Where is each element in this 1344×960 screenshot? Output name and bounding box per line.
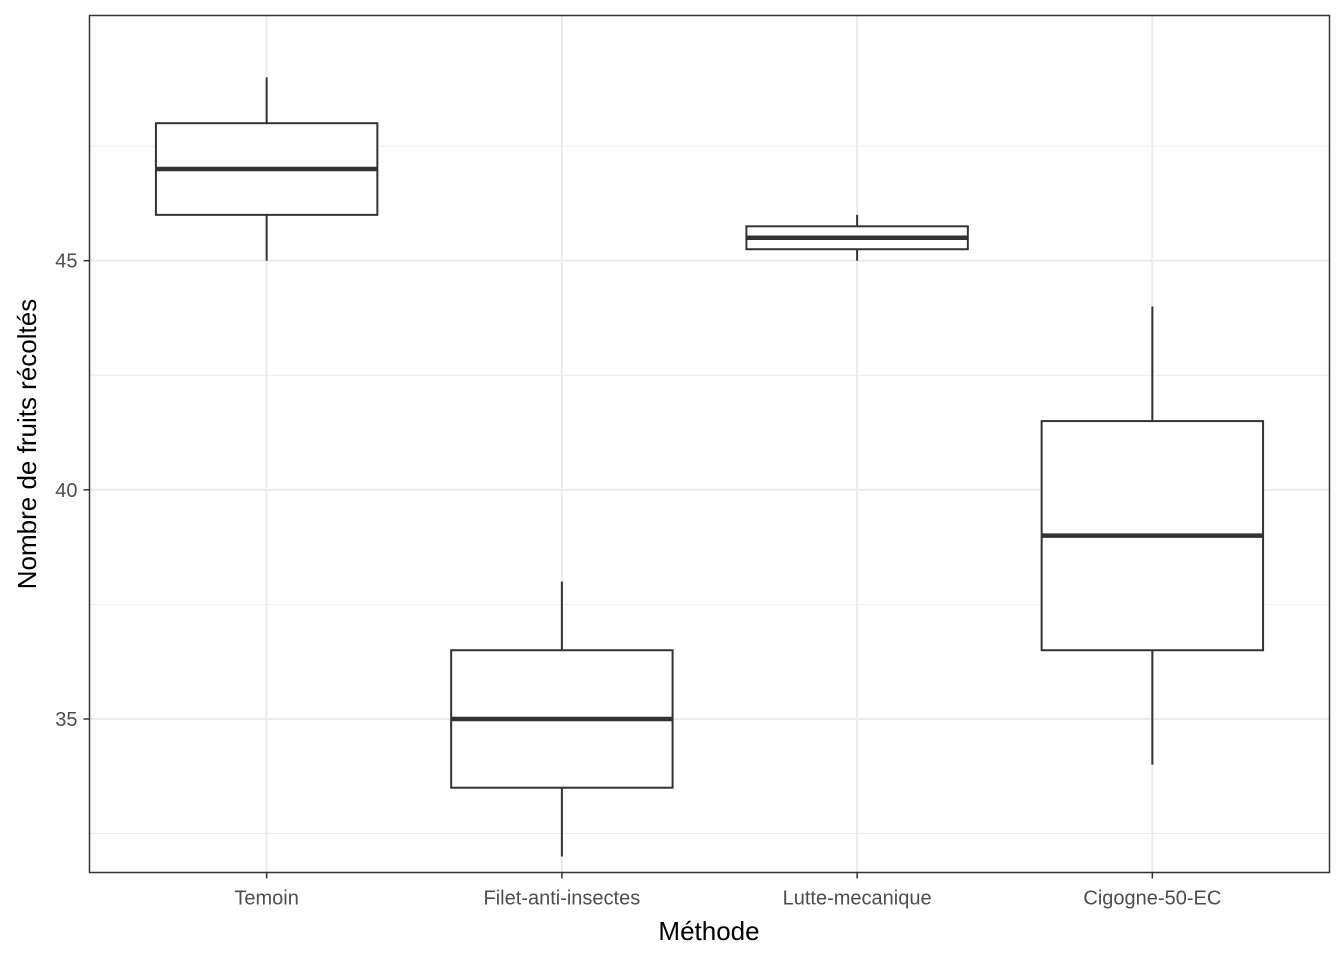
y-axis-title: Nombre de fruits récoltés [12, 299, 42, 589]
x-axis-title: Méthode [658, 916, 759, 946]
x-tick-label: Cigogne-50-EC [1083, 888, 1221, 910]
x-tick-label: Lutte-mecanique [783, 888, 932, 910]
y-tick-label: 40 [55, 480, 77, 502]
x-tick-label: Temoin [234, 888, 298, 910]
y-tick-label: 45 [55, 251, 77, 273]
y-tick-label: 35 [55, 709, 77, 731]
x-tick-label: Filet-anti-insectes [484, 888, 641, 910]
